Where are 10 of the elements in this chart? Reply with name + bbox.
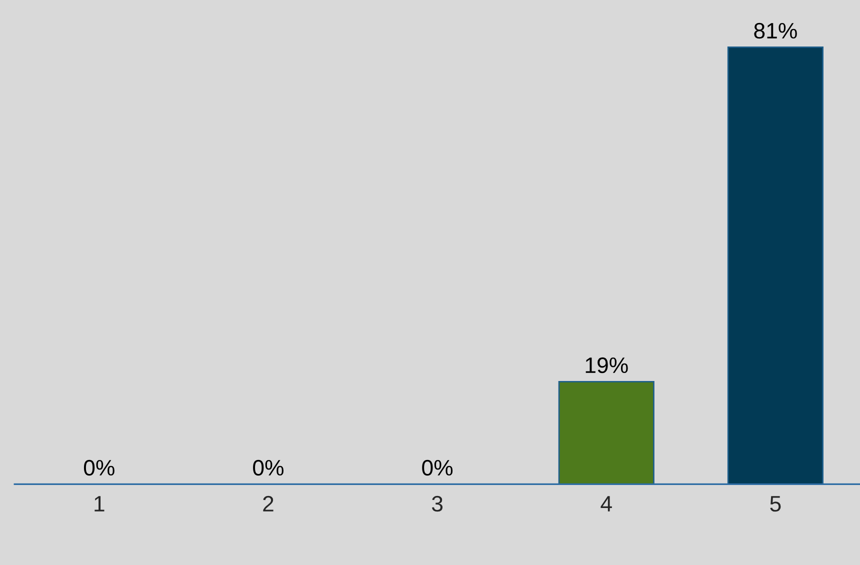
- data-label: 19%: [586, 357, 628, 374]
- x-tick-label: 1: [94, 496, 104, 512]
- x-tick-label: 2: [263, 496, 274, 512]
- data-label: 0%: [84, 460, 114, 476]
- data-label: 0%: [422, 460, 453, 476]
- data-label: 81%: [754, 22, 797, 39]
- x-tick-label: 3: [432, 496, 443, 512]
- data-label: 0%: [253, 460, 284, 476]
- x-tick-label: 5: [770, 496, 781, 512]
- x-tick-label: 4: [600, 496, 612, 512]
